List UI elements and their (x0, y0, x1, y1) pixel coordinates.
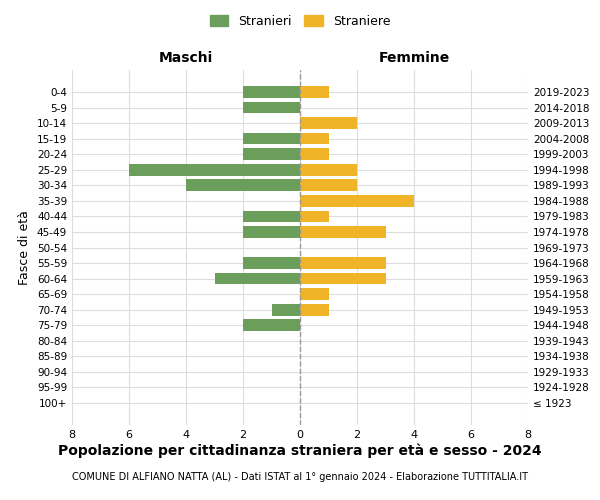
Bar (243, 86, 300, 98)
Bar (215, 273, 300, 284)
Y-axis label: Anni di nascita: Anni di nascita (598, 201, 600, 294)
Bar (300, 195, 414, 206)
Bar (300, 304, 329, 316)
Bar (300, 86, 329, 98)
Text: COMUNE DI ALFIANO NATTA (AL) - Dati ISTAT al 1° gennaio 2024 - Elaborazione TUTT: COMUNE DI ALFIANO NATTA (AL) - Dati ISTA… (72, 472, 528, 482)
Bar (243, 102, 300, 114)
Bar (300, 148, 329, 160)
Bar (300, 288, 329, 300)
Bar (243, 133, 300, 144)
Bar (300, 210, 329, 222)
Bar (300, 164, 357, 175)
Bar (243, 320, 300, 331)
Bar (243, 210, 300, 222)
Bar (243, 148, 300, 160)
Y-axis label: Fasce di età: Fasce di età (19, 210, 31, 285)
Bar (300, 180, 357, 191)
Bar (300, 133, 329, 144)
Bar (243, 226, 300, 238)
Bar (300, 257, 386, 269)
Bar (243, 257, 300, 269)
Bar (300, 273, 386, 284)
Bar (186, 180, 300, 191)
Bar (271, 304, 300, 316)
Bar (300, 117, 357, 129)
Bar (129, 164, 300, 175)
Bar (300, 226, 386, 238)
Legend: Stranieri, Straniere: Stranieri, Straniere (206, 11, 394, 32)
Text: Popolazione per cittadinanza straniera per età e sesso - 2024: Popolazione per cittadinanza straniera p… (58, 444, 542, 458)
